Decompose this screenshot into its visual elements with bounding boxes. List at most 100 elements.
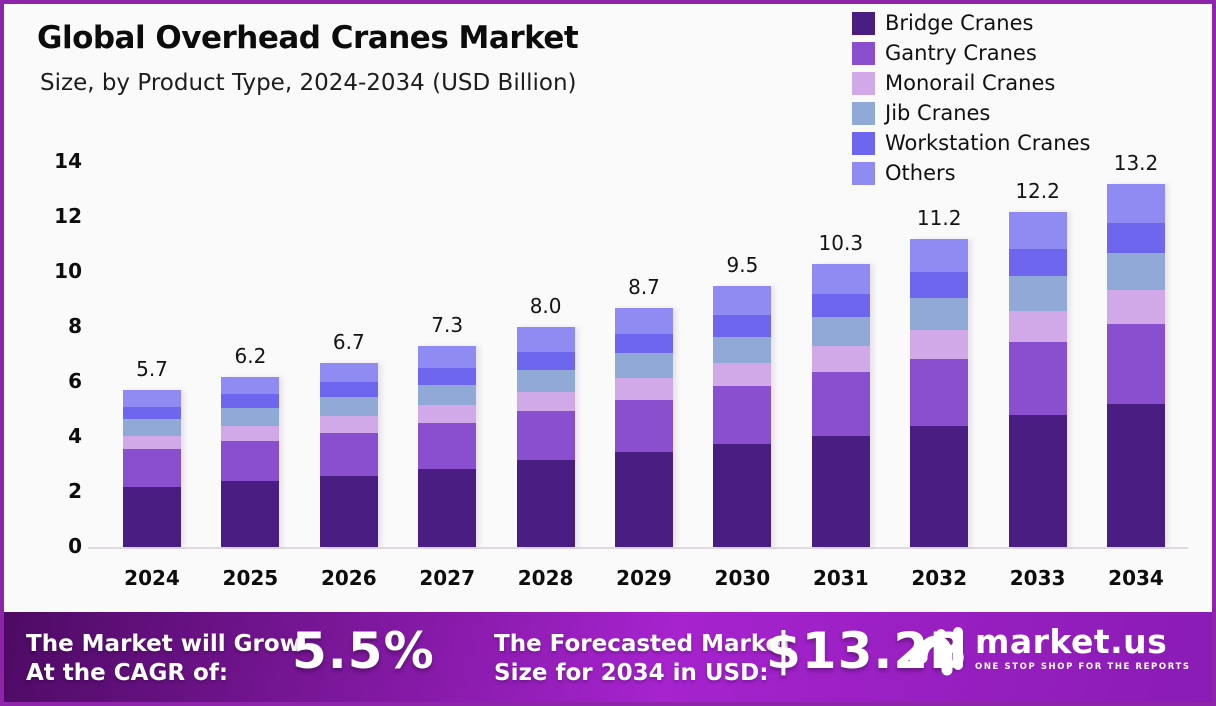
legend-item-workstation-cranes: Workstation Cranes (852, 128, 1090, 158)
bar-segment-jib-cranes (713, 336, 772, 363)
bar-total-label-2027: 7.3 (431, 313, 464, 338)
market-us-logo-icon (909, 625, 963, 681)
bar-segment-monorail-cranes (713, 362, 772, 387)
bar-segment-gantry-cranes (123, 449, 181, 487)
x-tick-2032: 2032 (911, 566, 968, 590)
bar-total-label-2030: 9.5 (726, 252, 759, 277)
bar-total-label-2029: 8.7 (628, 274, 660, 299)
bar-2033 (1008, 211, 1067, 547)
x-tick-2030: 2030 (714, 566, 771, 590)
bar-segment-gantry-cranes (1008, 342, 1067, 415)
bar-segment-bridge-cranes (123, 486, 181, 547)
bar-segment-monorail-cranes (516, 391, 575, 411)
bar-segment-bridge-cranes (221, 481, 280, 547)
forecast-caption-line1: The Forecasted Market (494, 631, 793, 657)
bar-segment-workstation-cranes (221, 394, 280, 409)
bar-segment-bridge-cranes (713, 443, 772, 547)
bar-segment-monorail-cranes (221, 426, 280, 442)
bar-segment-workstation-cranes (319, 382, 378, 398)
legend-label: Jib Cranes (885, 101, 991, 125)
legend-swatch-monorail-cranes (852, 71, 875, 95)
bar-segment-others (615, 307, 673, 334)
bar-segment-others (910, 239, 969, 272)
bar-segment-jib-cranes (1107, 252, 1165, 290)
bar-segment-gantry-cranes (713, 386, 772, 444)
bar-total-label-2033: 12.2 (1015, 178, 1060, 203)
bar-segment-workstation-cranes (516, 351, 575, 370)
bar-segment-bridge-cranes (910, 426, 969, 547)
chart-title: Global Overhead Cranes Market (37, 20, 579, 56)
cagr-caption: The Market will Grow At the CAGR of: (26, 630, 301, 688)
y-tick-6: 6 (68, 369, 82, 393)
bar-segment-jib-cranes (615, 353, 673, 378)
bar-segment-jib-cranes (418, 384, 477, 406)
bar-segment-gantry-cranes (516, 410, 575, 461)
bar-2024 (123, 390, 181, 547)
bar-segment-others (1008, 211, 1067, 249)
legend-swatch-workstation-cranes (852, 131, 875, 155)
x-tick-2028: 2028 (517, 566, 574, 590)
forecast-caption: The Forecasted Market Size for 2034 in U… (494, 630, 792, 688)
bar-segment-bridge-cranes (516, 460, 575, 547)
bar-total-label-2031: 10.3 (818, 230, 864, 255)
y-tick-2: 2 (68, 479, 82, 503)
plot-area: 5.7 6.2 6.7 7.3 8.0 8.7 9.5 10.3 11.2 12.2 13.2 (92, 151, 1188, 547)
bar-total-label-2025: 6.2 (234, 343, 267, 368)
legend-item-monorail-cranes: Monorail Cranes (852, 68, 1090, 98)
chart-subtitle: Size, by Product Type, 2024-2034 (USD Bi… (40, 70, 577, 96)
bar-segment-others (319, 362, 378, 382)
bar-total-label-2024: 5.7 (136, 357, 168, 382)
bar-segment-gantry-cranes (910, 358, 969, 426)
bar-total-label-2032: 11.2 (916, 206, 962, 230)
legend-item-bridge-cranes: Bridge Cranes (852, 8, 1090, 38)
bar-2025 (221, 376, 280, 547)
legend-swatch-bridge-cranes (852, 11, 875, 35)
bar-segment-monorail-cranes (418, 405, 477, 424)
y-tick-14: 14 (54, 149, 82, 173)
bar-2034 (1107, 184, 1165, 547)
bar-segment-jib-cranes (1008, 276, 1067, 311)
bar-segment-gantry-cranes (615, 399, 673, 453)
bar-segment-workstation-cranes (811, 294, 870, 318)
bar-segment-others (221, 376, 280, 395)
x-tick-2026: 2026 (320, 566, 377, 590)
x-axis-baseline (88, 547, 1188, 549)
bar-segment-workstation-cranes (123, 406, 181, 420)
bar-segment-workstation-cranes (1107, 222, 1165, 253)
legend-item-jib-cranes: Jib Cranes (852, 98, 1090, 128)
bar-segment-others (811, 263, 870, 294)
x-tick-2024: 2024 (124, 566, 180, 590)
legend-swatch-jib-cranes (852, 101, 875, 125)
bar-segment-monorail-cranes (319, 416, 378, 433)
bar-total-label-2034: 13.2 (1113, 151, 1159, 175)
legend-label: Monorail Cranes (885, 71, 1056, 95)
bar-segment-monorail-cranes (811, 346, 870, 373)
bar-2026 (319, 362, 378, 547)
chart-legend: Bridge Cranes Gantry Cranes Monorail Crane… (852, 8, 1090, 188)
bar-total-label-2028: 8.0 (529, 294, 562, 318)
bar-segment-others (713, 285, 772, 315)
bar-2030 (713, 285, 772, 547)
legend-item-gantry-cranes: Gantry Cranes (852, 38, 1090, 68)
bar-segment-workstation-cranes (418, 368, 477, 385)
legend-swatch-others (852, 161, 875, 185)
cagr-caption-line2: At the CAGR of: (26, 660, 229, 686)
bar-segment-gantry-cranes (319, 432, 378, 476)
bar-segment-jib-cranes (123, 419, 181, 436)
bar-segment-others (1107, 184, 1165, 223)
bar-2028 (516, 327, 575, 547)
bar-segment-jib-cranes (516, 369, 575, 392)
bar-segment-monorail-cranes (1008, 310, 1067, 343)
legend-swatch-gantry-cranes (852, 41, 875, 65)
bar-segment-jib-cranes (811, 317, 870, 347)
bar-segment-monorail-cranes (615, 377, 673, 400)
forecast-caption-line2: Size for 2034 in USD: (494, 660, 769, 686)
y-tick-4: 4 (68, 424, 82, 448)
bar-segment-monorail-cranes (123, 435, 181, 450)
bar-segment-monorail-cranes (1107, 289, 1165, 325)
bar-segment-workstation-cranes (615, 333, 673, 354)
bar-2031 (811, 263, 870, 547)
bar-segment-bridge-cranes (319, 475, 378, 547)
bar-2027 (418, 346, 477, 547)
